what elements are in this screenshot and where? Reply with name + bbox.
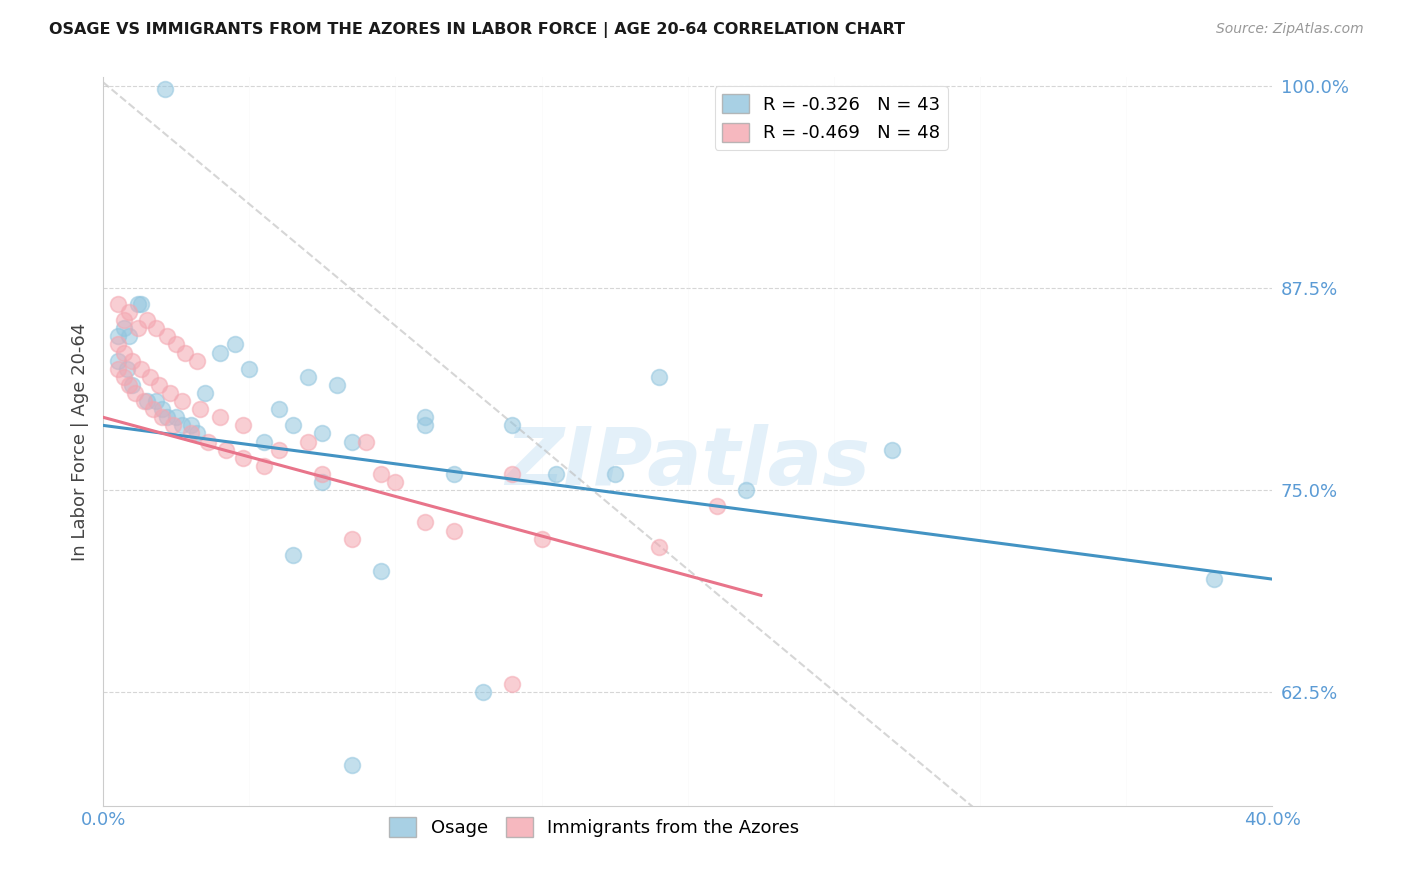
- Point: [129, 297, 152, 311]
- Point: [472, 685, 495, 699]
- Point: [297, 369, 319, 384]
- Point: [224, 337, 246, 351]
- Point: [118, 378, 141, 392]
- Point: [145, 394, 167, 409]
- Point: [107, 329, 129, 343]
- Point: [209, 345, 232, 359]
- Point: [127, 297, 149, 311]
- Point: [170, 394, 193, 409]
- Point: [1202, 572, 1225, 586]
- Point: [238, 361, 260, 376]
- Point: [188, 402, 211, 417]
- Point: [145, 321, 167, 335]
- Point: [413, 410, 436, 425]
- Point: [159, 386, 181, 401]
- Point: [132, 394, 155, 409]
- Point: [170, 418, 193, 433]
- Point: [129, 361, 152, 376]
- Text: Source: ZipAtlas.com: Source: ZipAtlas.com: [1216, 22, 1364, 37]
- Point: [370, 467, 392, 481]
- Text: OSAGE VS IMMIGRANTS FROM THE AZORES IN LABOR FORCE | AGE 20-64 CORRELATION CHART: OSAGE VS IMMIGRANTS FROM THE AZORES IN L…: [49, 22, 905, 38]
- Point: [340, 434, 363, 449]
- Point: [281, 418, 304, 433]
- Point: [112, 313, 135, 327]
- Point: [384, 475, 406, 489]
- Point: [340, 532, 363, 546]
- Point: [107, 361, 129, 376]
- Point: [194, 386, 217, 401]
- Point: [107, 297, 129, 311]
- Point: [115, 361, 138, 376]
- Point: [107, 337, 129, 351]
- Point: [112, 345, 135, 359]
- Point: [121, 378, 143, 392]
- Point: [112, 321, 135, 335]
- Point: [139, 369, 162, 384]
- Point: [267, 402, 290, 417]
- Point: [354, 434, 377, 449]
- Point: [253, 458, 276, 473]
- Point: [186, 353, 208, 368]
- Point: [136, 394, 159, 409]
- Point: [165, 410, 187, 425]
- Point: [413, 516, 436, 530]
- Point: [107, 353, 129, 368]
- Point: [148, 378, 170, 392]
- Point: [647, 369, 669, 384]
- Point: [209, 410, 232, 425]
- Point: [530, 532, 553, 546]
- Point: [142, 402, 165, 417]
- Point: [118, 329, 141, 343]
- Point: [443, 467, 465, 481]
- Point: [186, 426, 208, 441]
- Point: [150, 410, 173, 425]
- Point: [603, 467, 626, 481]
- Point: [112, 369, 135, 384]
- Point: [124, 386, 146, 401]
- Text: ZIPatlas: ZIPatlas: [505, 425, 870, 502]
- Point: [215, 442, 238, 457]
- Point: [197, 434, 219, 449]
- Point: [136, 313, 159, 327]
- Point: [297, 434, 319, 449]
- Point: [267, 442, 290, 457]
- Point: [121, 353, 143, 368]
- Point: [882, 442, 904, 457]
- Y-axis label: In Labor Force | Age 20-64: In Labor Force | Age 20-64: [72, 322, 89, 561]
- Point: [326, 378, 349, 392]
- Point: [253, 434, 276, 449]
- Point: [180, 426, 202, 441]
- Point: [232, 418, 254, 433]
- Point: [340, 758, 363, 772]
- Point: [232, 450, 254, 465]
- Point: [501, 418, 523, 433]
- Legend: Osage, Immigrants from the Azores: Osage, Immigrants from the Azores: [382, 810, 807, 844]
- Point: [311, 467, 333, 481]
- Point: [546, 467, 568, 481]
- Point: [165, 337, 187, 351]
- Point: [706, 500, 728, 514]
- Point: [118, 305, 141, 319]
- Point: [156, 410, 179, 425]
- Point: [281, 548, 304, 562]
- Point: [311, 475, 333, 489]
- Point: [370, 564, 392, 578]
- Point: [153, 82, 176, 96]
- Point: [150, 402, 173, 417]
- Point: [501, 677, 523, 691]
- Point: [180, 418, 202, 433]
- Point: [501, 467, 523, 481]
- Point: [443, 524, 465, 538]
- Point: [174, 345, 197, 359]
- Point: [311, 426, 333, 441]
- Point: [156, 329, 179, 343]
- Point: [647, 540, 669, 554]
- Point: [413, 418, 436, 433]
- Point: [127, 321, 149, 335]
- Point: [735, 483, 758, 497]
- Point: [162, 418, 184, 433]
